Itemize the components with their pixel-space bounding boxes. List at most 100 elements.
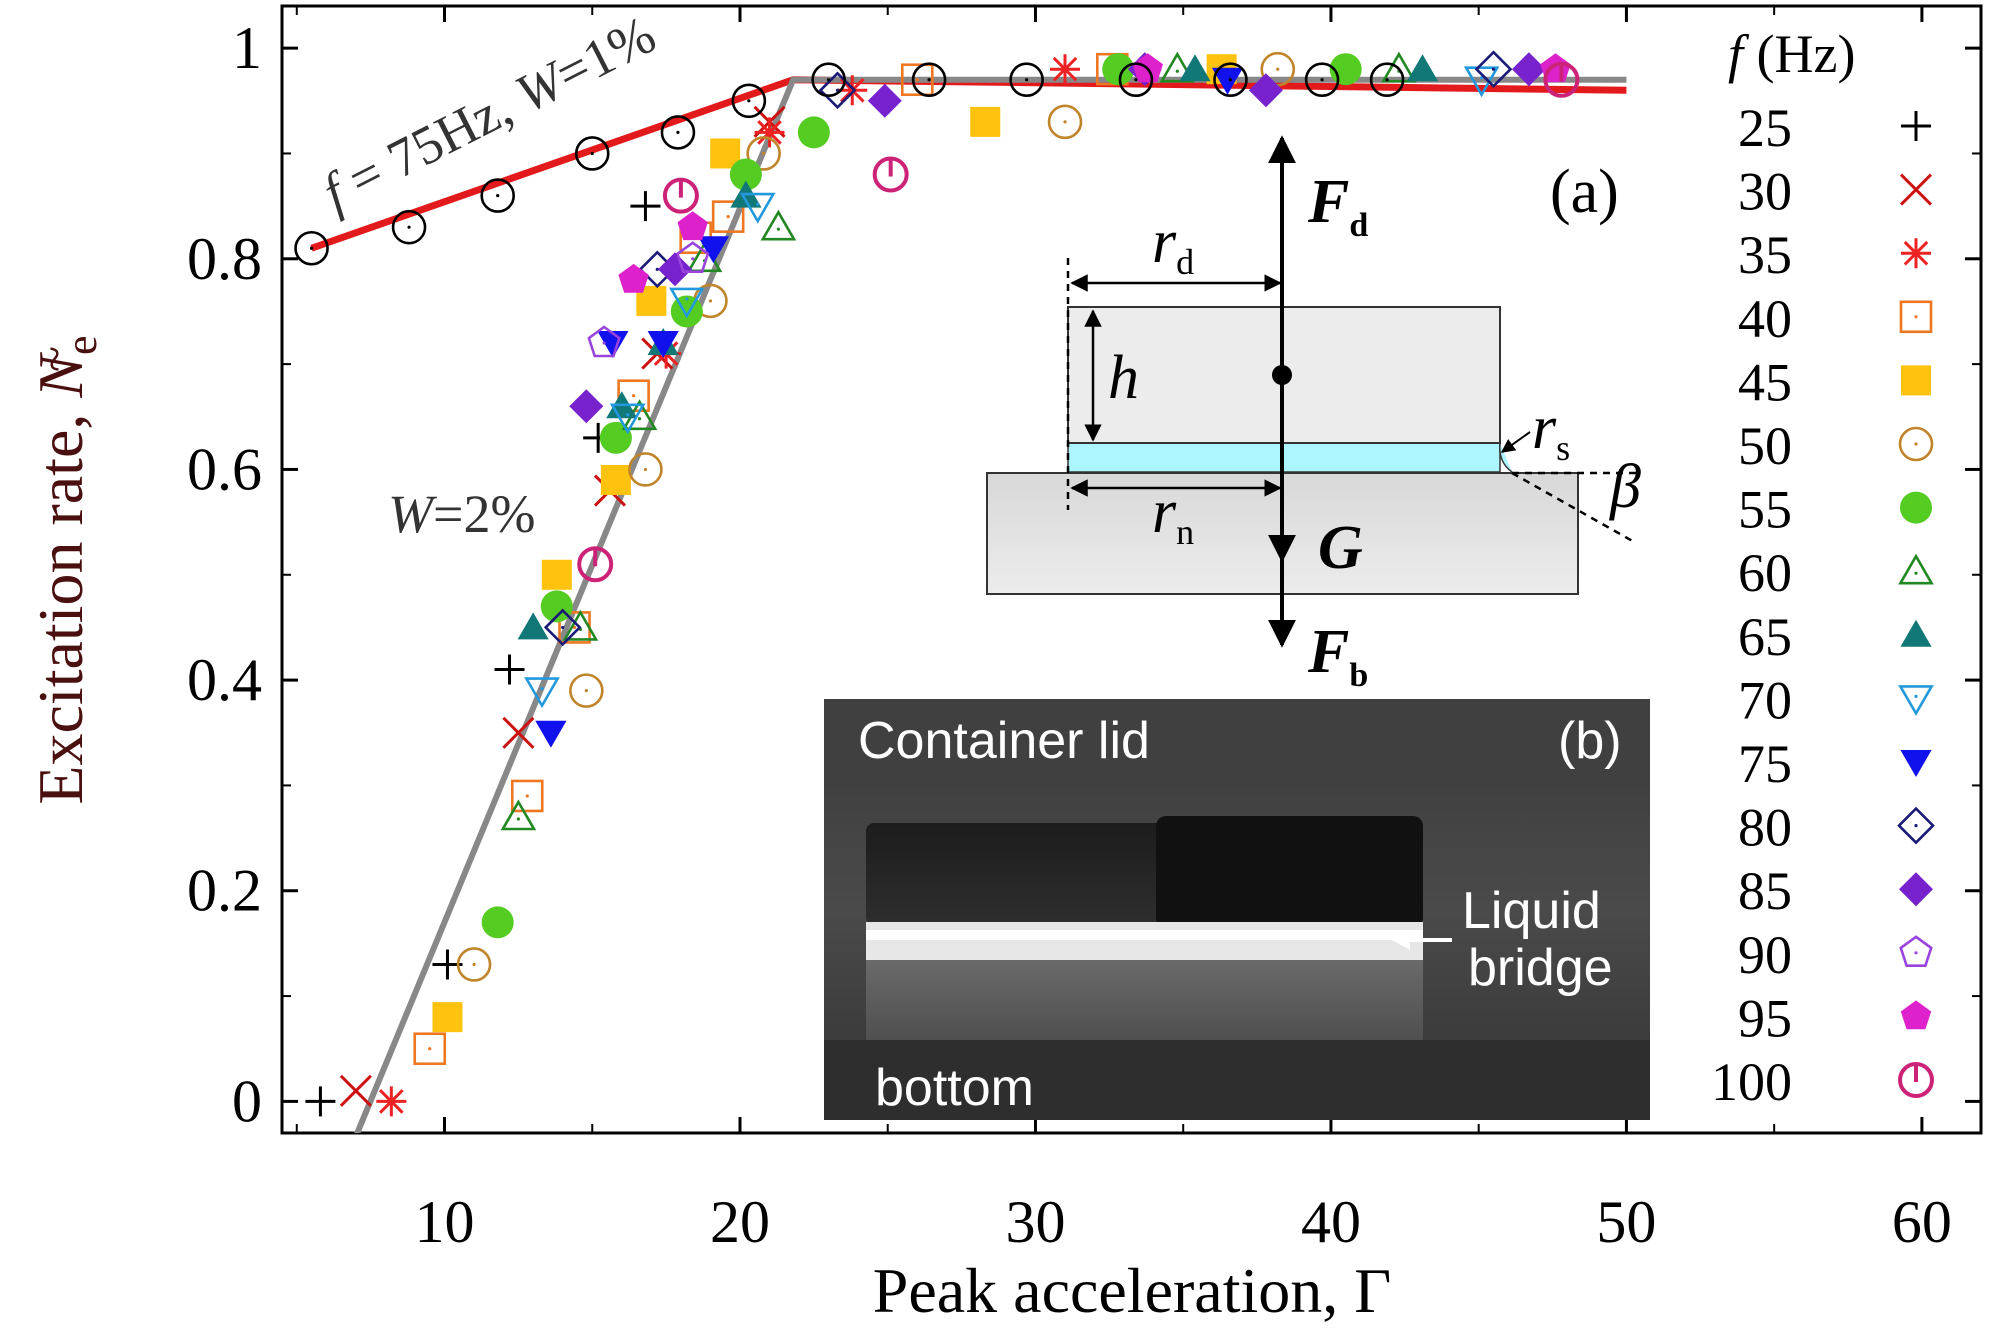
series-55	[481, 53, 1362, 939]
label-fb-main: F	[1307, 618, 1349, 686]
data-point-dot	[584, 689, 588, 693]
data-point	[1118, 62, 1154, 98]
data-point	[599, 421, 632, 454]
label-rs-sub: s	[1556, 428, 1570, 468]
series-75	[535, 67, 1244, 748]
photo-bridge-line1: Liquid	[1462, 882, 1601, 940]
data-point	[609, 403, 646, 435]
legend-marker-dot	[1914, 315, 1918, 319]
data-point-dot	[726, 215, 730, 219]
legend-label: 85	[1738, 861, 1792, 921]
label-rd-main: r	[1152, 208, 1177, 276]
data-point-dot	[540, 687, 544, 691]
data-point	[456, 947, 492, 982]
data-point	[305, 1086, 336, 1117]
data-point	[543, 608, 582, 647]
legend-label: 65	[1738, 607, 1792, 667]
label-rd-sub: d	[1176, 242, 1194, 282]
series-90	[587, 241, 710, 358]
legend-label: 75	[1738, 734, 1792, 794]
dashed-beta-line	[1511, 471, 1637, 545]
data-point	[837, 75, 868, 106]
legend-title-unit: (Hz)	[1743, 24, 1855, 84]
data-point-dot	[1175, 69, 1179, 73]
data-point	[1102, 53, 1135, 86]
data-point	[376, 1086, 407, 1117]
data-point	[562, 609, 599, 641]
data-point	[697, 236, 729, 264]
data-point	[481, 906, 514, 939]
data-point	[510, 779, 544, 813]
data-point	[1050, 54, 1081, 85]
data-point	[760, 209, 797, 241]
data-point	[867, 83, 902, 118]
x-tick-label: 10	[415, 1189, 475, 1255]
data-point-dot	[428, 1047, 432, 1051]
data-point	[739, 192, 776, 224]
data-point	[1213, 62, 1248, 98]
liquid-bridge-band	[866, 922, 1423, 960]
data-point-dot	[561, 625, 565, 630]
legend-marker-dot	[1914, 951, 1918, 955]
y-tick-label: 1	[232, 15, 262, 81]
photo-label: (b)	[1558, 712, 1622, 770]
data-point	[1211, 67, 1244, 95]
label-rd: rd	[1152, 208, 1194, 282]
data-point-dot	[1491, 67, 1496, 71]
x-tick-label: 20	[710, 1189, 770, 1255]
data-point	[658, 252, 692, 287]
legend-label: 80	[1738, 798, 1792, 858]
data-point	[970, 106, 1001, 137]
data-point-dot	[655, 267, 659, 271]
data-point-dot	[407, 225, 411, 229]
data-point	[675, 241, 710, 274]
label-h: h	[1108, 344, 1139, 412]
liquid-bridge-shine	[866, 930, 1423, 940]
legend-marker	[1901, 238, 1931, 269]
data-point	[1369, 62, 1405, 98]
legend-marker	[1899, 300, 1933, 334]
data-point	[587, 325, 621, 358]
data-point	[900, 63, 934, 97]
data-point-dot	[1385, 78, 1389, 82]
data-point-dot	[691, 257, 695, 261]
data-point-dot	[496, 193, 500, 198]
x-axis-title: Peak acceleration, Γ	[873, 1255, 1392, 1326]
x-tick-label: 30	[1005, 1189, 1065, 1255]
data-point	[1009, 62, 1044, 98]
x-tick-label: 60	[1892, 1189, 1952, 1255]
series-100	[577, 61, 1580, 583]
photo-floor-band	[824, 1040, 1650, 1120]
data-point	[569, 673, 604, 708]
inset-a-diagram: (a) Fd Fb G rd rn rs h β	[986, 135, 1641, 694]
data-point	[524, 677, 560, 709]
data-point-dot	[643, 467, 648, 472]
label-fd-main: F	[1307, 168, 1349, 236]
data-point	[569, 389, 604, 424]
data-point	[668, 287, 705, 319]
data-point	[517, 612, 549, 640]
data-point-dot	[776, 227, 781, 231]
data-point	[660, 115, 696, 150]
data-point-dot	[1228, 78, 1233, 82]
photo-bridge-arrowhead	[1392, 930, 1410, 950]
data-point-dot	[1134, 78, 1138, 82]
y-tick-label: 0.2	[187, 858, 262, 924]
data-point	[630, 191, 661, 222]
y-tick-label: 0.6	[187, 436, 262, 502]
series-80	[543, 50, 1513, 647]
data-point	[1159, 51, 1196, 83]
legend-label: 25	[1738, 98, 1792, 158]
data-point-dot	[927, 78, 931, 82]
x-tick-labels: 10 20 30 40 50 60	[415, 1189, 1952, 1255]
legend-marker	[1900, 750, 1932, 777]
data-point	[1474, 50, 1513, 89]
data-point	[754, 117, 785, 148]
legend-marker-dot	[1914, 824, 1918, 828]
y-tick-label: 0.8	[187, 226, 262, 292]
legend-marker	[1899, 872, 1933, 907]
data-point	[797, 116, 830, 149]
data-point-dot	[762, 151, 766, 156]
legend-marker-dot	[1914, 571, 1918, 575]
